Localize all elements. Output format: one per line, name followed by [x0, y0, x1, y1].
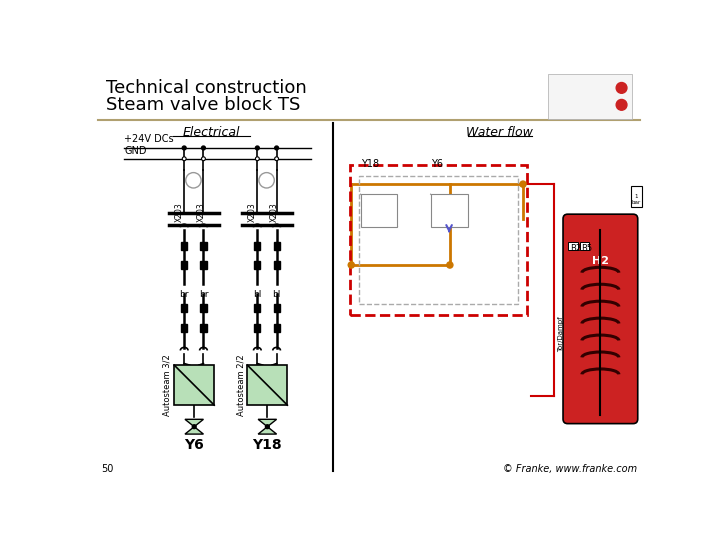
Text: Autosteam 2/2: Autosteam 2/2 — [236, 354, 245, 416]
Bar — [274, 325, 279, 332]
Bar — [200, 261, 207, 269]
Circle shape — [520, 181, 526, 187]
Bar — [174, 365, 215, 405]
Bar — [350, 165, 527, 315]
Circle shape — [202, 146, 205, 150]
Bar — [254, 242, 261, 249]
Text: B2: B2 — [570, 244, 581, 253]
Circle shape — [202, 157, 205, 161]
Bar — [200, 304, 207, 312]
Bar — [568, 242, 577, 249]
Text: X203: X203 — [175, 202, 184, 221]
Text: E: E — [264, 176, 269, 185]
Circle shape — [186, 173, 201, 188]
Bar — [274, 242, 279, 249]
Text: bl: bl — [272, 289, 281, 299]
Text: Technical construction: Technical construction — [106, 79, 307, 97]
Text: H2: H2 — [592, 256, 609, 266]
Bar — [631, 186, 642, 207]
Text: 1
bar: 1 bar — [631, 194, 641, 205]
Text: B5: B5 — [582, 244, 593, 253]
Polygon shape — [258, 419, 276, 427]
Polygon shape — [258, 427, 276, 434]
Bar — [200, 242, 207, 249]
Text: br: br — [199, 289, 208, 299]
Bar — [181, 261, 187, 269]
Circle shape — [447, 262, 453, 268]
Circle shape — [616, 99, 627, 110]
Circle shape — [256, 157, 259, 161]
Bar — [254, 325, 261, 332]
Bar — [361, 194, 397, 226]
Bar — [359, 177, 518, 303]
Text: Steam valve block TS: Steam valve block TS — [106, 96, 300, 113]
Text: br: br — [179, 289, 189, 299]
Bar — [181, 242, 187, 249]
Bar — [181, 304, 187, 312]
Circle shape — [616, 83, 627, 93]
Polygon shape — [185, 419, 204, 427]
Text: Water flow: Water flow — [467, 126, 534, 139]
Bar — [548, 74, 632, 119]
Text: E: E — [191, 176, 196, 185]
Bar — [248, 365, 287, 405]
Text: Y18: Y18 — [361, 159, 379, 168]
Polygon shape — [185, 427, 204, 434]
Text: GND: GND — [124, 146, 147, 156]
Text: X203: X203 — [197, 202, 206, 221]
Bar — [580, 242, 589, 249]
Text: bl: bl — [253, 289, 261, 299]
Text: Y18: Y18 — [253, 438, 282, 453]
Text: Electrical: Electrical — [182, 126, 240, 139]
Bar — [181, 325, 187, 332]
Circle shape — [348, 262, 354, 268]
Circle shape — [274, 146, 279, 150]
Text: 50: 50 — [101, 464, 114, 475]
Circle shape — [182, 146, 186, 150]
Text: X203: X203 — [248, 202, 257, 221]
Bar — [200, 325, 207, 332]
Circle shape — [192, 425, 196, 429]
Bar — [274, 261, 279, 269]
Bar — [254, 304, 261, 312]
Circle shape — [266, 425, 269, 429]
Bar — [431, 194, 467, 226]
Circle shape — [256, 146, 259, 150]
Circle shape — [182, 157, 186, 161]
Bar — [274, 304, 279, 312]
FancyBboxPatch shape — [563, 214, 638, 423]
Text: +24V DCs: +24V DCs — [124, 134, 174, 144]
Text: Y6: Y6 — [431, 159, 443, 168]
Bar — [254, 261, 261, 269]
Text: © Franke, www.franke.com: © Franke, www.franke.com — [503, 464, 637, 475]
Circle shape — [274, 157, 279, 161]
Text: X203: X203 — [270, 202, 279, 221]
Circle shape — [259, 173, 274, 188]
Text: Y6: Y6 — [184, 438, 204, 453]
Text: Tor/Dampf: Tor/Dampf — [558, 316, 564, 352]
Text: Autosteam 3/2: Autosteam 3/2 — [163, 354, 172, 416]
